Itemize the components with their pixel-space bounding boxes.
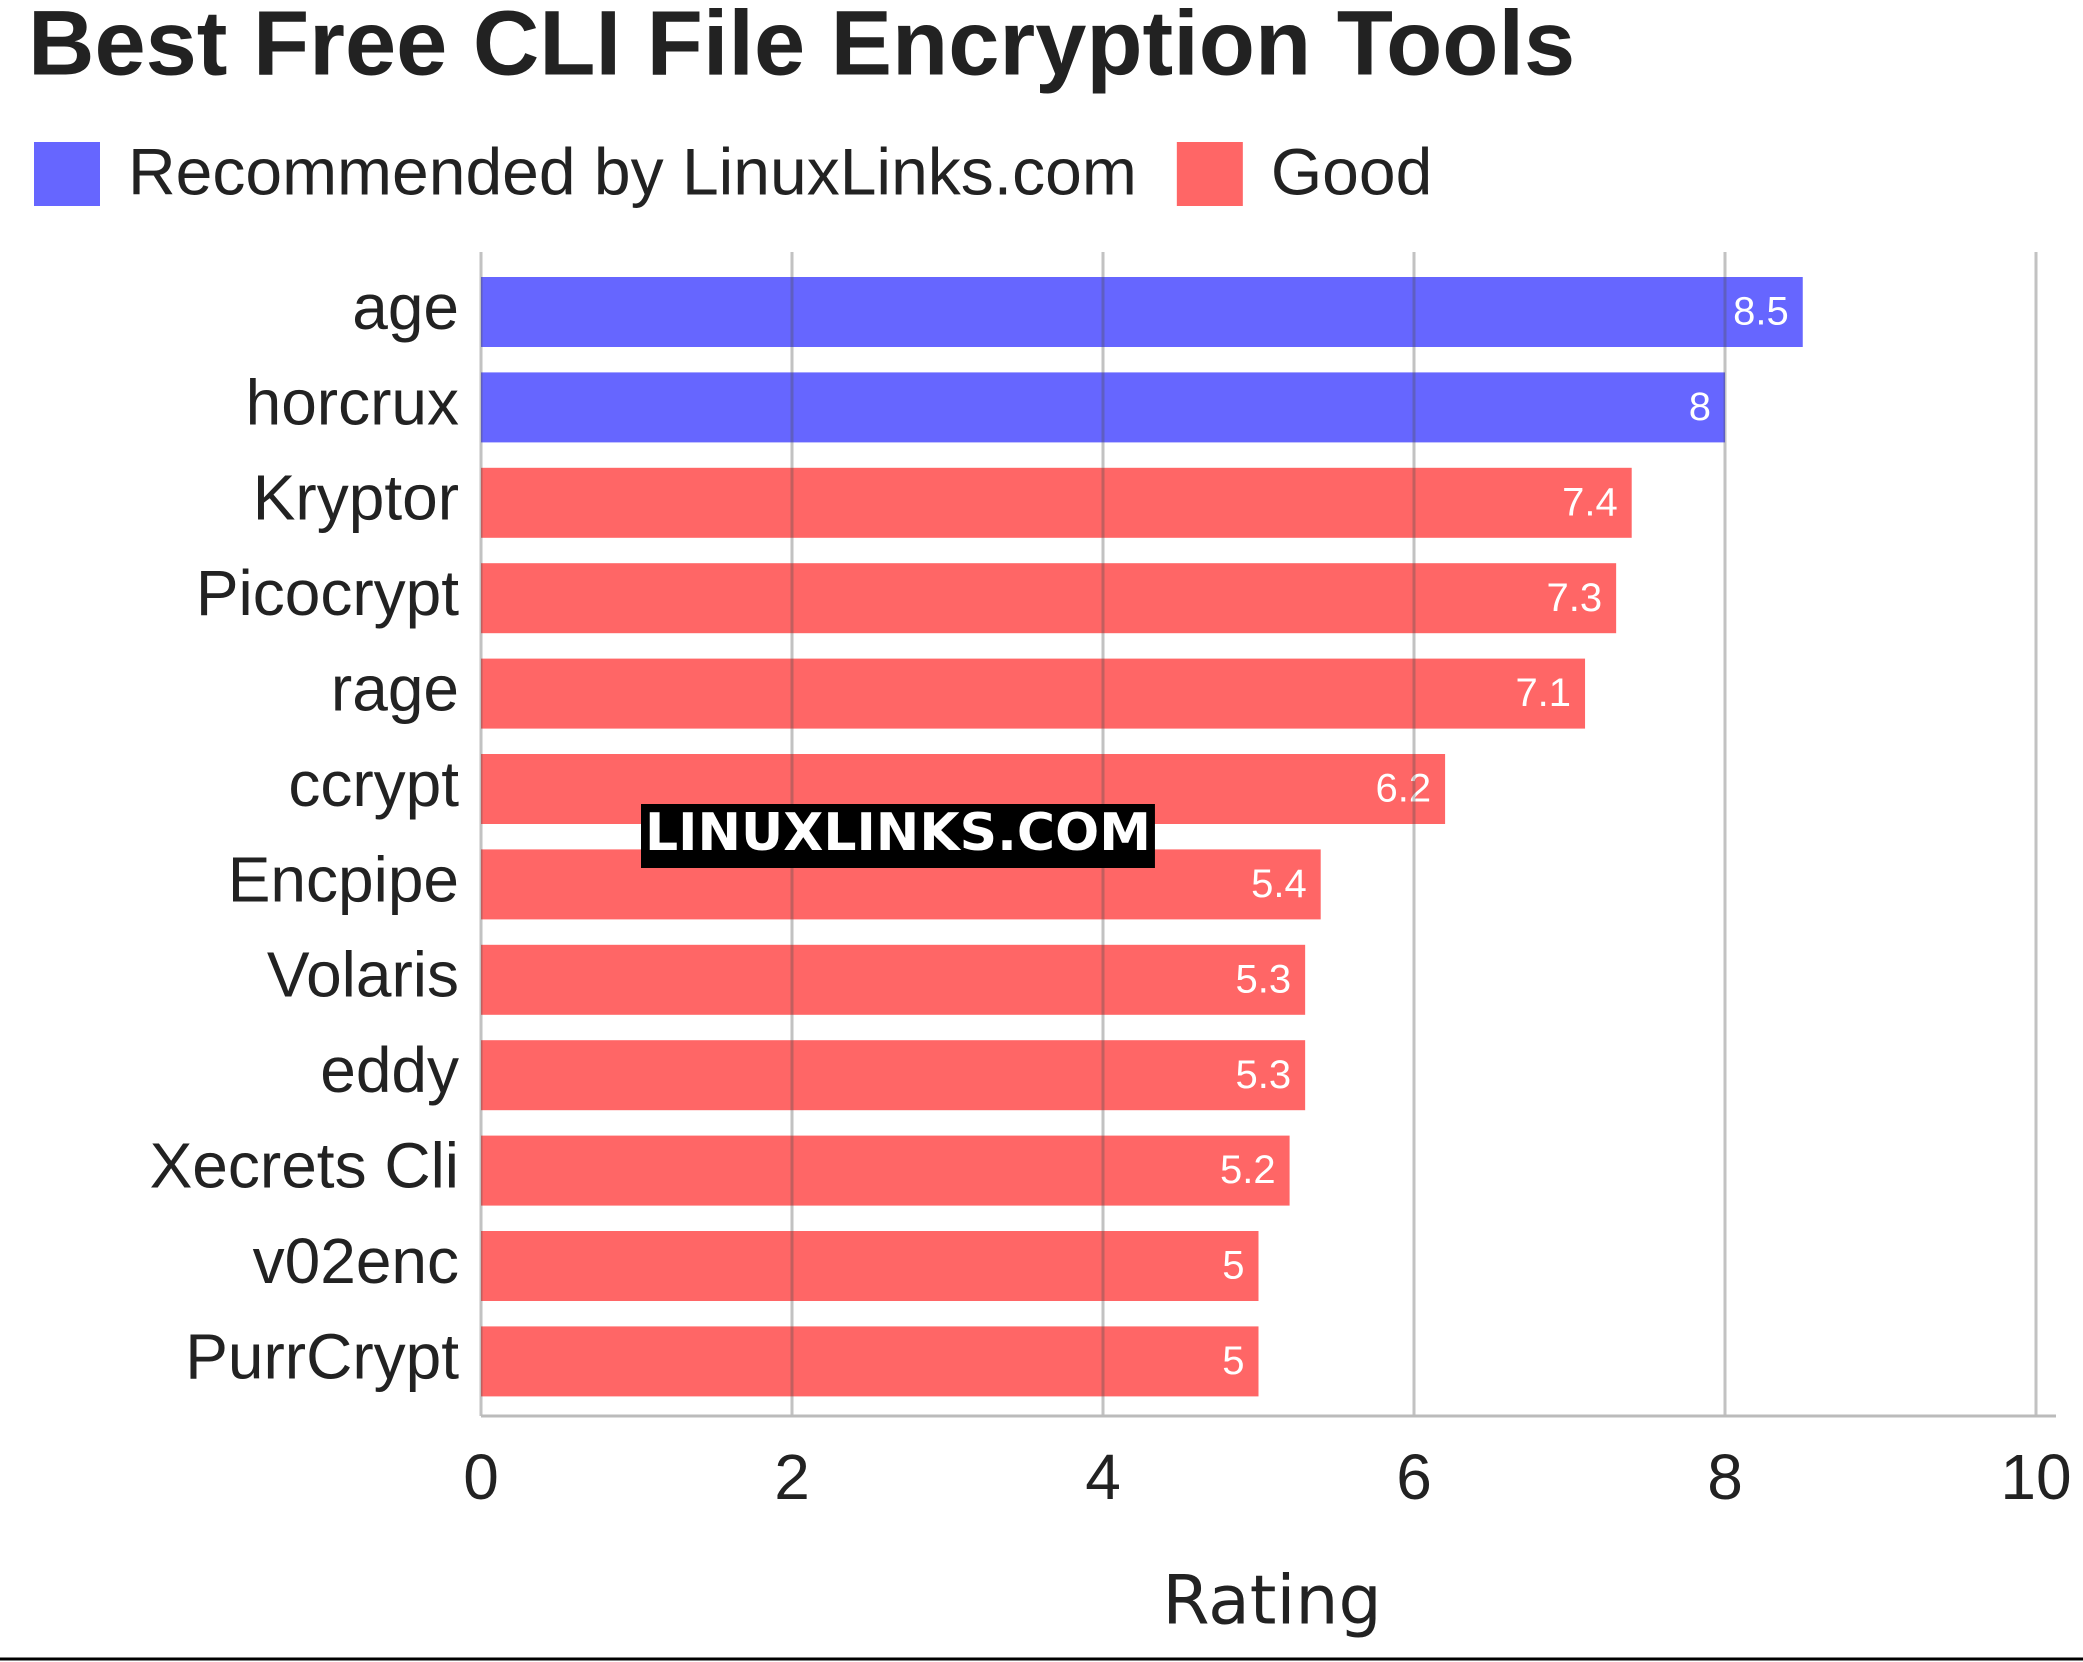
- y-tick-label: rage: [331, 653, 459, 725]
- watermark: LINUXLINKS.COM: [645, 803, 1151, 863]
- y-tick-label: Picocrypt: [196, 557, 459, 629]
- bar: [481, 277, 1803, 347]
- value-label: 6.2: [1375, 767, 1431, 811]
- bar: [481, 1040, 1306, 1111]
- y-tick-label: age: [352, 271, 459, 343]
- x-tick-label: 2: [774, 1441, 810, 1513]
- value-label: 8: [1689, 385, 1711, 429]
- y-tick-label: v02enc: [253, 1225, 459, 1297]
- bar: [481, 944, 1306, 1015]
- x-tick-label: 0: [463, 1441, 499, 1513]
- legend-swatch: [34, 142, 100, 206]
- bar: [481, 372, 1725, 443]
- value-label: 5.4: [1251, 862, 1307, 906]
- x-axis-label: Rating: [1162, 1562, 1381, 1641]
- bar: [481, 1326, 1259, 1397]
- bar: [481, 467, 1632, 538]
- x-tick-label: 4: [1085, 1441, 1121, 1513]
- y-tick-label: PurrCrypt: [185, 1320, 459, 1392]
- value-label: 5.3: [1236, 1053, 1292, 1097]
- x-tick-label: 8: [1707, 1441, 1743, 1513]
- y-tick-label: Volaris: [267, 939, 459, 1011]
- y-tick-label: Xecrets Cli: [150, 1130, 459, 1202]
- value-label: 5: [1222, 1244, 1244, 1288]
- y-tick-label: eddy: [320, 1034, 459, 1106]
- value-label: 5.3: [1236, 957, 1292, 1001]
- chart-title: Best Free CLI File Encryption Tools: [28, 0, 1575, 94]
- y-tick-label: horcrux: [246, 366, 459, 438]
- bar: [481, 658, 1586, 729]
- legend-swatch: [1176, 142, 1243, 206]
- value-label: 5.2: [1220, 1148, 1276, 1192]
- x-tick-label: 10: [2000, 1441, 2071, 1513]
- legend-label: Recommended by LinuxLinks.com: [128, 134, 1137, 208]
- value-label: 7.3: [1547, 576, 1603, 620]
- x-tick-label: 6: [1396, 1441, 1432, 1513]
- legend-label: Good: [1271, 134, 1432, 208]
- y-tick-label: Kryptor: [253, 462, 459, 534]
- watermark-box: [641, 804, 1155, 868]
- value-label: 5: [1222, 1339, 1244, 1383]
- value-label: 7.4: [1562, 480, 1618, 524]
- y-tick-label: ccrypt: [288, 748, 459, 820]
- bar: [481, 1135, 1290, 1206]
- value-label: 7.1: [1515, 671, 1571, 715]
- y-tick-label: Encpipe: [228, 843, 459, 915]
- bar: [481, 563, 1617, 634]
- value-label: 8.5: [1733, 290, 1789, 334]
- bar: [481, 1231, 1259, 1301]
